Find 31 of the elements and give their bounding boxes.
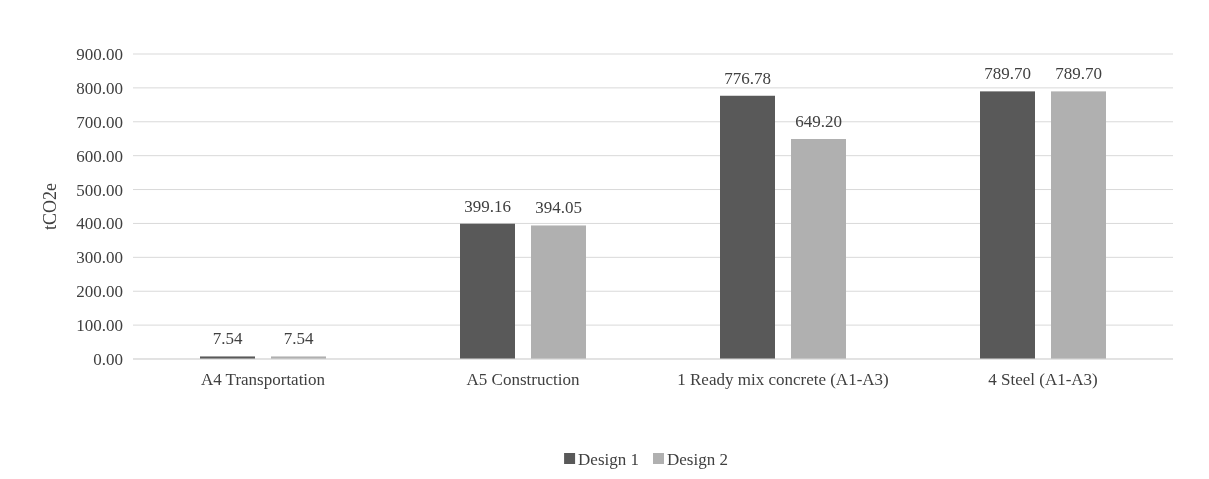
y-tick-label: 700.00 [76, 112, 123, 132]
data-label: 776.78 [724, 68, 771, 88]
y-tick-label: 0.00 [93, 349, 123, 369]
x-tick-label: 1 Ready mix concrete (A1-A3) [677, 370, 889, 389]
data-label: 649.20 [795, 111, 842, 131]
legend-label: Design 1 [578, 449, 640, 469]
y-axis-title: tCO2e [40, 182, 60, 230]
data-label: 399.16 [464, 196, 511, 216]
bar [1051, 91, 1106, 359]
x-tick-label: 4 Steel (A1-A3) [988, 370, 1098, 389]
y-tick-label: 800.00 [76, 78, 123, 98]
data-label: 789.70 [1055, 64, 1102, 84]
bar [531, 225, 586, 359]
y-tick-label: 500.00 [76, 180, 123, 200]
data-label: 789.70 [984, 64, 1031, 84]
y-tick-label: 900.00 [76, 44, 123, 64]
bar [980, 91, 1035, 359]
data-label: 7.54 [283, 329, 314, 349]
bar [791, 138, 846, 359]
legend-label: Design 2 [667, 449, 728, 469]
data-label: 394.05 [535, 198, 582, 218]
x-tick-label: A4 Transportation [200, 370, 326, 389]
bar [720, 95, 775, 359]
data-label: 7.54 [212, 329, 243, 349]
y-tick-label: 300.00 [76, 248, 123, 268]
y-tick-label: 600.00 [76, 146, 123, 166]
y-tick-label: 400.00 [76, 214, 123, 234]
y-tick-label: 200.00 [76, 282, 123, 302]
x-tick-label: A5 Construction [466, 370, 580, 389]
y-tick-label: 100.00 [76, 316, 123, 336]
bar [460, 223, 515, 359]
